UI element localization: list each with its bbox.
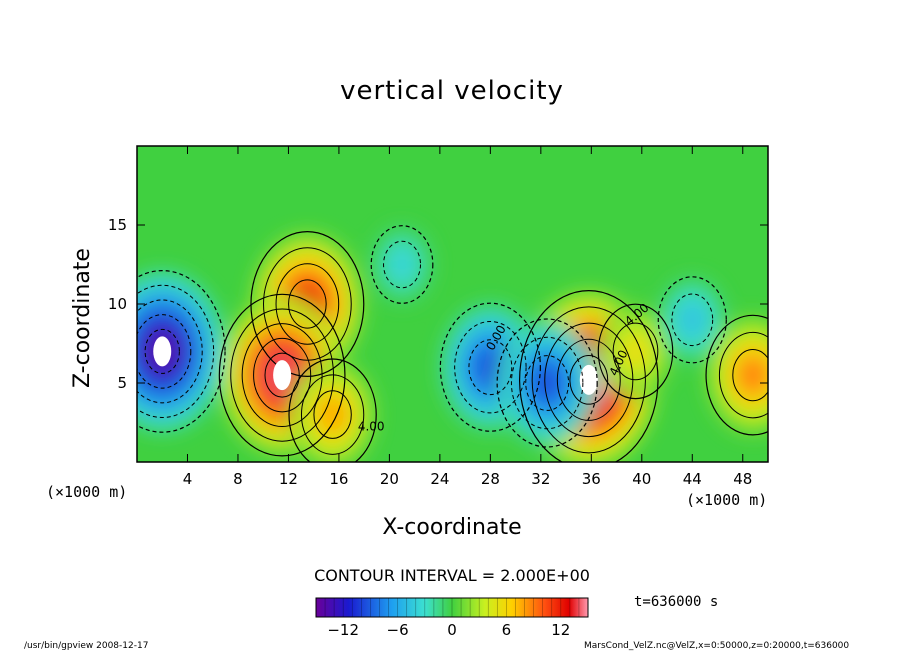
x-tick-label-8: 8 <box>233 470 243 488</box>
contour-ring-1-4 <box>264 352 300 398</box>
y-tick-label-5: 5 <box>117 374 127 392</box>
x-tick-label-24: 24 <box>430 470 449 488</box>
time-label: t=636000 s <box>634 594 719 610</box>
contour-ring-7-2 <box>525 355 570 411</box>
x-tick-label-28: 28 <box>481 470 500 488</box>
contour-ring-7-1 <box>510 336 584 430</box>
x-axis-label: X-coordinate <box>382 515 522 540</box>
x-tick-label-44: 44 <box>683 470 702 488</box>
colorbar-tick-12: 12 <box>551 621 570 639</box>
contour-ring-4-1 <box>612 322 659 381</box>
colorbar-tick--12: −12 <box>327 621 359 639</box>
contour-ring-7-0 <box>496 318 598 448</box>
contour-ring-2-2 <box>313 390 352 439</box>
field-blob-7-4 <box>532 363 563 403</box>
contour-ring-2-0 <box>288 358 377 462</box>
contour-ring-3-3 <box>556 338 621 421</box>
contour-ring-5-4 <box>144 328 180 374</box>
contour-ring-0-1 <box>263 247 352 361</box>
x-unit-left: (×1000 m) <box>46 483 128 501</box>
contour-ring-9-0 <box>657 276 727 364</box>
contour-ring-6-0 <box>439 302 541 432</box>
contour-interval-text: CONTOUR INTERVAL = 2.000E+00 <box>314 566 590 585</box>
peak-core-5 <box>153 336 172 367</box>
colorbar-gradient <box>315 597 589 618</box>
plot-area <box>137 146 768 462</box>
y-tick-label-10: 10 <box>108 295 127 313</box>
y-axis-label: Z-coordinate <box>70 248 95 388</box>
contour-ring-10-0 <box>705 314 768 436</box>
contour-ring-5-0 <box>137 270 226 433</box>
contour-ring-1-2 <box>241 323 323 428</box>
field-blob-2-4 <box>319 397 346 432</box>
contour-ring-0-0 <box>250 231 365 378</box>
x-tick-label-12: 12 <box>279 470 298 488</box>
contour-ring-5-1 <box>137 284 215 418</box>
colorbar: −12 −6 0 6 12 <box>315 597 589 639</box>
x-unit-right: (×1000 m) <box>686 491 768 509</box>
chart-title: vertical velocity <box>340 76 564 106</box>
contour-ring-6-2 <box>468 339 513 396</box>
field-blob-8-4 <box>392 252 412 277</box>
contour-ring-0-2 <box>275 263 340 345</box>
contour-ring-4-0 <box>597 303 674 400</box>
y-tick-label-15: 15 <box>108 216 127 234</box>
field-blob-10-4 <box>738 357 767 394</box>
footer-left: /usr/bin/gpview 2008-12-17 <box>24 641 149 651</box>
contour-ring-3-1 <box>531 306 646 454</box>
contour-ring-1-3 <box>253 337 312 413</box>
peak-core-3 <box>579 364 598 395</box>
contour-ring-1-0 <box>218 293 346 457</box>
contour-ring-5-3 <box>137 314 192 389</box>
x-tick-label-16: 16 <box>329 470 348 488</box>
x-tick-label-4: 4 <box>183 470 193 488</box>
contour-ring-6-1 <box>454 320 527 414</box>
contour-ring-8-1 <box>383 240 421 289</box>
peak-core-1 <box>273 360 292 391</box>
field-blob-9-4 <box>682 306 703 333</box>
contour-label-3: 4.00 <box>358 419 385 433</box>
x-tick-label-20: 20 <box>380 470 399 488</box>
footer-right: MarsCond_VelZ.nc@VelZ,x=0:50000,z=0:2000… <box>584 641 850 651</box>
colorbar-tick--6: −6 <box>387 621 409 639</box>
contour-ring-3-4 <box>569 355 609 405</box>
x-tick-label-32: 32 <box>531 470 550 488</box>
contour-ring-3-0 <box>519 290 659 462</box>
colorbar-tick-0: 0 <box>447 621 457 639</box>
contour-ring-5-2 <box>137 299 203 404</box>
contour-ring-10-1 <box>718 331 768 419</box>
contour-ring-2-1 <box>300 374 365 455</box>
contour-ring-10-2 <box>732 348 768 402</box>
x-tick-label-40: 40 <box>632 470 651 488</box>
contour-ring-0-3 <box>288 279 327 329</box>
x-tick-label-48: 48 <box>733 470 752 488</box>
contour-ring-9-1 <box>671 293 714 347</box>
contour-ring-8-0 <box>370 225 434 304</box>
x-tick-label-36: 36 <box>582 470 601 488</box>
colorbar-tick-6: 6 <box>502 621 512 639</box>
